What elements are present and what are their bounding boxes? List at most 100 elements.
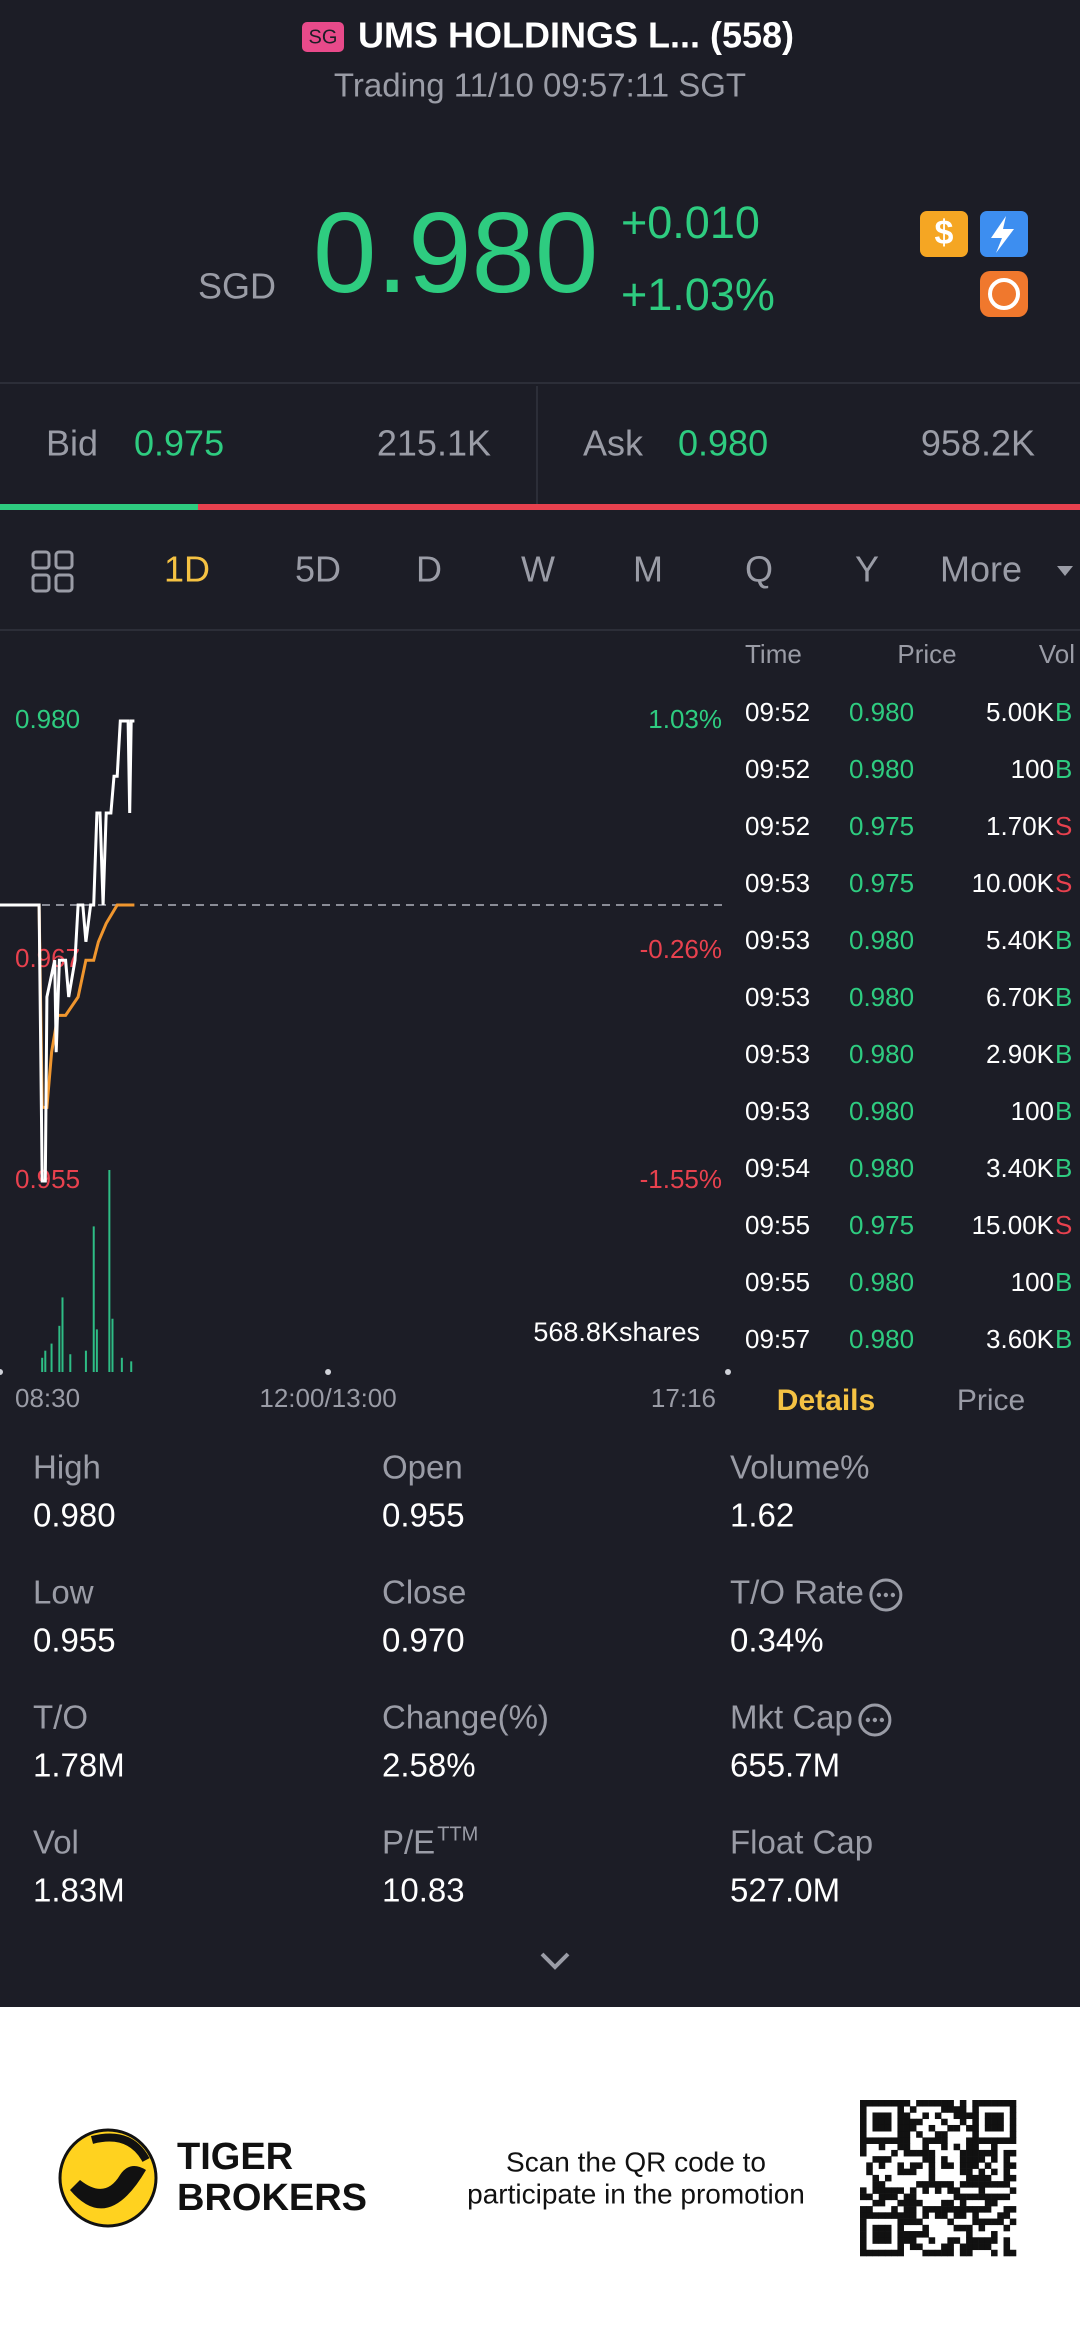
last-price: 0.980	[313, 190, 598, 317]
period-tab[interactable]: M	[633, 549, 663, 590]
qr-module	[916, 2118, 923, 2126]
y-tick-label: 0.980	[15, 704, 80, 734]
promo-text: participate in the promotion	[467, 2178, 805, 2209]
qr-module	[928, 2149, 936, 2157]
trade-side: B	[1055, 982, 1072, 1012]
qr-module	[959, 2106, 967, 2113]
volume-bar	[50, 1343, 53, 1372]
qr-module	[959, 2212, 967, 2219]
trade-volume: 3.60K	[986, 1324, 1055, 1354]
qr-module	[941, 2162, 948, 2169]
qr-module	[878, 2137, 886, 2144]
qr-module	[941, 2199, 948, 2207]
trade-side: S	[1055, 811, 1072, 841]
qr-module	[984, 2181, 992, 2188]
qr-module	[860, 2100, 867, 2107]
qr-module	[953, 2106, 961, 2113]
qr-module	[922, 2100, 929, 2107]
info-icon-dot	[883, 1592, 889, 1598]
bid-ratio-bar	[0, 504, 198, 510]
qr-module	[1009, 2137, 1017, 2144]
qr-module	[966, 2224, 973, 2232]
qr-code[interactable]	[860, 2100, 1017, 2257]
trade-price: 0.980	[849, 754, 914, 784]
qr-module	[872, 2212, 880, 2219]
more-dropdown-arrow[interactable]	[1057, 566, 1073, 576]
qr-module	[860, 2143, 867, 2151]
period-tab[interactable]: Q	[745, 549, 773, 590]
period-tab[interactable]: D	[416, 549, 442, 590]
qr-module	[922, 2143, 929, 2151]
qr-module	[959, 2206, 967, 2213]
qr-module	[860, 2106, 867, 2113]
qr-module	[984, 2243, 992, 2251]
qr-module	[897, 2243, 904, 2251]
qr-module	[972, 2162, 979, 2169]
info-icon[interactable]	[869, 1578, 903, 1612]
qr-module	[909, 2206, 917, 2213]
layout-icon[interactable]	[31, 550, 74, 593]
qr-module	[884, 2231, 892, 2238]
trade-volume: 10.00K	[972, 868, 1055, 898]
period-tab[interactable]: Y	[855, 549, 879, 590]
expand-chevron[interactable]	[540, 1952, 570, 1970]
qr-module	[922, 2249, 929, 2257]
qr-module	[878, 2193, 886, 2201]
info-icon[interactable]	[858, 1703, 892, 1737]
qr-module	[878, 2187, 886, 2194]
stat-value: 1.78M	[33, 1747, 125, 1784]
stat-label-superscript: TTM	[437, 1823, 478, 1845]
qr-module	[1009, 2206, 1017, 2213]
qr-module	[909, 2231, 917, 2238]
qr-module	[884, 2249, 892, 2257]
trade-price: 0.975	[849, 1210, 914, 1240]
info-icon-dot	[876, 1592, 882, 1598]
trade-time: 09:54	[745, 1153, 810, 1183]
stat-value: 1.83M	[33, 1872, 125, 1909]
qr-module	[947, 2187, 954, 2194]
qr-module	[959, 2168, 967, 2176]
trade-volume: 5.00K	[986, 697, 1055, 727]
price-change: +0.010	[621, 197, 760, 248]
trade-side: B	[1055, 925, 1072, 955]
qr-module	[1003, 2193, 1011, 2201]
qr-module	[1009, 2149, 1017, 2157]
qr-module	[891, 2206, 898, 2213]
period-tab[interactable]: W	[521, 549, 555, 590]
qr-module	[897, 2249, 904, 2257]
qr-module	[972, 2218, 979, 2226]
dividend-icon[interactable]	[920, 211, 968, 257]
x-tick-mark	[725, 1369, 731, 1375]
qr-module	[959, 2149, 967, 2157]
qr-module	[897, 2143, 904, 2151]
trade-time: 09:52	[745, 697, 810, 727]
qr-module	[1009, 2162, 1017, 2169]
period-tab[interactable]: More	[940, 549, 1022, 590]
qr-module	[860, 2124, 867, 2132]
qr-module	[1003, 2137, 1011, 2144]
detail-tab[interactable]: Price	[957, 1384, 1025, 1417]
qr-module	[928, 2237, 936, 2244]
qr-module	[997, 2112, 1004, 2120]
volume-bar	[111, 1318, 114, 1372]
qr-module	[922, 2231, 929, 2238]
qr-module	[966, 2243, 973, 2251]
qr-module	[928, 2162, 936, 2169]
y2-tick-label: -1.55%	[640, 1164, 722, 1194]
qr-module	[916, 2243, 923, 2251]
qr-module	[878, 2212, 886, 2219]
qr-module	[953, 2212, 961, 2219]
period-tab[interactable]: 5D	[295, 549, 341, 590]
options-icon[interactable]	[980, 271, 1028, 317]
stat-label: Vol	[33, 1824, 79, 1861]
qr-module	[991, 2149, 998, 2157]
period-tab[interactable]: 1D	[164, 549, 210, 590]
qr-module	[903, 2137, 911, 2144]
qr-module	[872, 2231, 880, 2238]
qr-module	[978, 2193, 986, 2201]
qr-module	[953, 2143, 961, 2151]
detail-tab[interactable]: Details	[777, 1384, 875, 1417]
qr-module	[909, 2243, 917, 2251]
stat-label: T/O Rate	[730, 1574, 864, 1611]
